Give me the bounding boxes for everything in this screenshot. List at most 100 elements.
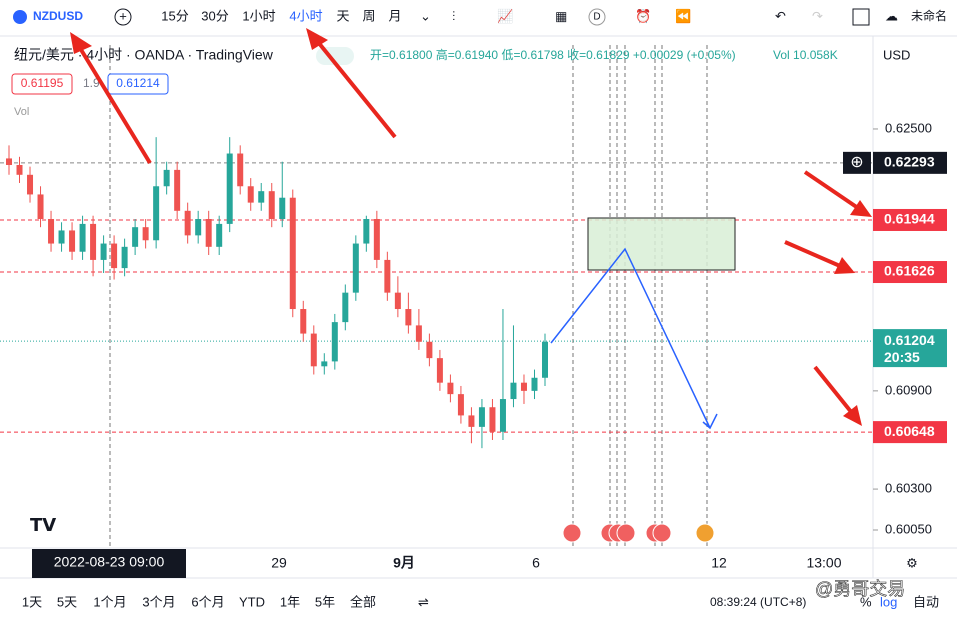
replay[interactable]: ⏪ bbox=[675, 8, 691, 23]
x-tick-label: 12 bbox=[711, 555, 727, 571]
interval[interactable]: 周 bbox=[362, 8, 375, 23]
candle-body bbox=[205, 218, 212, 247]
price-label-box bbox=[873, 261, 947, 284]
x-tick-label: 29 bbox=[271, 555, 287, 571]
event-icon[interactable] bbox=[695, 523, 715, 543]
range-button[interactable]: 1年 bbox=[280, 594, 300, 609]
annotation-arrow bbox=[813, 365, 854, 415]
dropdown[interactable]: ⌄ bbox=[420, 8, 431, 23]
candle-body bbox=[531, 377, 538, 391]
price-label-box bbox=[873, 208, 947, 231]
interval[interactable]: 30分 bbox=[201, 8, 228, 23]
cloud: ☁ bbox=[885, 8, 898, 23]
clock: 08:39:24 (UTC+8) bbox=[710, 595, 806, 609]
range-button[interactable]: 5天 bbox=[57, 594, 77, 609]
candle-body bbox=[153, 186, 160, 241]
auto[interactable]: 自动 bbox=[913, 594, 939, 609]
candle-body bbox=[79, 223, 86, 252]
annotation-arrowhead bbox=[850, 200, 872, 217]
symbol-flag bbox=[13, 10, 27, 24]
compare-date[interactable]: ⇌ bbox=[418, 594, 429, 609]
candle-body bbox=[478, 407, 485, 427]
d-button[interactable] bbox=[588, 8, 606, 26]
candle-body bbox=[363, 218, 370, 244]
legend-ohlc: 开=0.61800 高=0.61940 低=0.61798 收=0.61829 … bbox=[370, 47, 736, 62]
range-button[interactable]: 6个月 bbox=[191, 594, 224, 609]
annotation-arrow bbox=[803, 170, 860, 210]
percent[interactable]: % bbox=[860, 594, 872, 609]
indicators[interactable]: 📈 bbox=[497, 8, 513, 23]
candle-body bbox=[121, 246, 128, 269]
candle-body bbox=[100, 243, 107, 260]
currency[interactable]: USD bbox=[883, 47, 910, 62]
annotation-arrowhead bbox=[843, 405, 862, 426]
alert[interactable]: ⏰ bbox=[635, 7, 651, 23]
candle-body bbox=[426, 341, 433, 359]
ask: 0.61214 bbox=[116, 76, 160, 90]
ask-chip[interactable] bbox=[107, 73, 169, 95]
fullscreen[interactable] bbox=[852, 8, 870, 26]
range-button[interactable]: 1个月 bbox=[93, 594, 126, 609]
candle-body bbox=[489, 407, 496, 432]
bid: 0.61195 bbox=[21, 76, 64, 90]
range-button[interactable]: 5年 bbox=[315, 594, 335, 609]
range-button[interactable]: 1天 bbox=[22, 594, 42, 609]
plus-icon: + bbox=[119, 8, 127, 23]
add-alert-box[interactable] bbox=[843, 151, 871, 174]
legend-title: 纽元/美元 · 4小时 · OANDA · TradingView bbox=[14, 47, 274, 63]
annotation-arrowhead bbox=[70, 32, 92, 54]
candle-body bbox=[58, 230, 65, 244]
candle-body bbox=[342, 292, 349, 323]
candle-body bbox=[468, 415, 475, 427]
interval[interactable]: 天 bbox=[336, 8, 349, 23]
candle-body bbox=[6, 158, 12, 165]
price-label: 0.60648 bbox=[884, 423, 935, 439]
candle-body bbox=[279, 197, 286, 219]
x-tick-label: 6 bbox=[532, 555, 540, 571]
log[interactable]: log bbox=[880, 594, 897, 609]
add-symbol[interactable] bbox=[114, 8, 132, 26]
layout-name[interactable]: 未命名 bbox=[911, 8, 947, 23]
candle-body bbox=[373, 218, 380, 260]
crosshair-date-box bbox=[32, 549, 186, 578]
symbol[interactable]: NZDUSD bbox=[33, 9, 83, 23]
candle-body bbox=[142, 227, 149, 241]
candle-body bbox=[16, 164, 23, 175]
annotation-arrow bbox=[784, 240, 841, 268]
candle-body bbox=[289, 197, 296, 310]
interval[interactable]: 4小时 bbox=[289, 8, 322, 23]
range-button[interactable]: 全部 bbox=[350, 594, 376, 609]
layouts[interactable]: ▦ bbox=[555, 8, 567, 23]
candle-body bbox=[457, 394, 464, 416]
interval[interactable]: 15分 bbox=[161, 8, 188, 23]
event-icon[interactable] bbox=[652, 523, 672, 543]
bid-chip[interactable] bbox=[11, 73, 73, 95]
settings[interactable]: ⚙ bbox=[906, 555, 918, 570]
range-button[interactable]: 3个月 bbox=[142, 594, 175, 609]
candle-body bbox=[69, 230, 76, 252]
undo[interactable]: ↶ bbox=[775, 8, 786, 23]
candle-body bbox=[184, 210, 191, 236]
range-button[interactable]: YTD bbox=[239, 594, 265, 609]
interval[interactable]: 1小时 bbox=[242, 8, 275, 23]
chart-style[interactable]: ⫶ bbox=[452, 8, 455, 23]
candle-body bbox=[447, 382, 454, 395]
event-icon[interactable] bbox=[562, 523, 582, 543]
candle-body bbox=[510, 382, 517, 400]
price-label: 0.61626 bbox=[884, 263, 935, 279]
interval[interactable]: 月 bbox=[388, 8, 401, 23]
candle-body bbox=[163, 169, 170, 187]
annotation-arrowhead bbox=[306, 28, 328, 50]
y-tick-label: 0.60900 bbox=[885, 382, 932, 397]
candle-body bbox=[258, 191, 265, 203]
watermark: @勇哥交易 bbox=[815, 579, 905, 599]
candle-body bbox=[436, 358, 443, 383]
candle-body bbox=[37, 194, 44, 219]
redo[interactable]: ↷ bbox=[812, 8, 824, 23]
candle-body bbox=[310, 333, 317, 367]
price-label-box bbox=[873, 421, 947, 444]
y-tick-label: 0.60300 bbox=[885, 481, 932, 496]
event-icon[interactable] bbox=[616, 523, 636, 543]
candle-body bbox=[268, 191, 275, 219]
